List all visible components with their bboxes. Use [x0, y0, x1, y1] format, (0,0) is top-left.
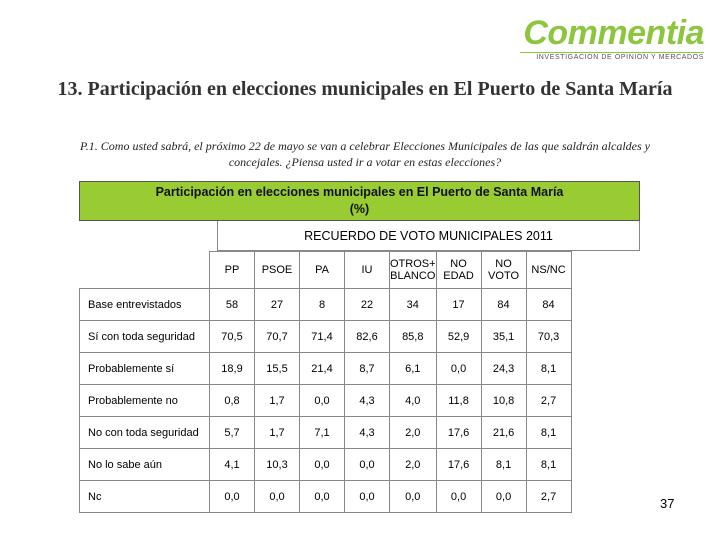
table-cell: 27	[254, 288, 300, 321]
table-row: Sí con toda seguridad 70,5 70,7 71,4 82,6 85,…	[79, 320, 572, 353]
table-cell: 17,6	[435, 448, 482, 481]
table-cell: 0,0	[435, 352, 482, 385]
table-cell: 70,7	[254, 320, 300, 353]
table-cell: 8,1	[525, 448, 572, 481]
table-cell: 21,4	[299, 352, 345, 385]
table-row: Base entrevistados 58 27 8 22 34 17 84 84	[79, 288, 572, 321]
table-cell: 52,9	[435, 320, 482, 353]
table-cell: 0,0	[254, 480, 300, 513]
table-cell: 8,1	[525, 416, 572, 449]
column-header-row: PP PSOE PA IU OTROS+ BLANCO NO EDAD NO VOTO NS/…	[79, 251, 572, 289]
table-cell: 8	[299, 288, 345, 321]
table-cell: 8,1	[525, 352, 572, 385]
table-row: No lo sabe aún 4,1 10,3 0,0 0,0 2,0 17,6 8,1 8,1	[79, 448, 572, 481]
column-header: PSOE	[254, 251, 300, 289]
table-row: Probablemente sí 18,9 15,5 21,4 8,7 6,1 0,0 24,…	[79, 352, 572, 385]
column-header: NO VOTO	[480, 251, 527, 289]
table-cell: 0,0	[389, 480, 437, 513]
table-cell: 2,7	[525, 480, 572, 513]
table-cell: 2,7	[525, 384, 572, 417]
question-text: P.1. Como usted sabrá, el próximo 22 de …	[79, 139, 650, 169]
table-cell: 22	[344, 288, 390, 321]
table-cell: 8,7	[344, 352, 390, 385]
logo-tagline: INVESTIGACIÓN DE OPINIÓN Y MERCADOS	[520, 52, 704, 61]
table-cell: 0,0	[344, 480, 390, 513]
table-cell: 10,8	[480, 384, 527, 417]
table-cell: 0,0	[299, 448, 345, 481]
table-row: No con toda seguridad 5,7 1,7 7,1 4,3 2,0 17,6…	[79, 416, 572, 449]
table-cell: 24,3	[480, 352, 527, 385]
column-header: OTROS+ BLANCO	[389, 251, 437, 289]
row-label: No con toda seguridad	[79, 416, 210, 449]
table-cell: 0,0	[299, 384, 345, 417]
table-cell: 11,8	[435, 384, 482, 417]
table-cell: 84	[480, 288, 527, 321]
table-cell: 15,5	[254, 352, 300, 385]
table-cell: 85,8	[389, 320, 437, 353]
table-cell: 0,0	[344, 448, 390, 481]
table-cell: 0,8	[209, 384, 255, 417]
row-label: No lo sabe aún	[79, 448, 210, 481]
row-label: Nc	[79, 480, 210, 513]
table-cell: 2,0	[389, 448, 437, 481]
table-cell: 58	[209, 288, 255, 321]
page-number: 37	[660, 496, 675, 511]
table-row: Nc 0,0 0,0 0,0 0,0 0,0 0,0 0,0 2,7	[79, 480, 572, 513]
commentia-logo: Commentia INVESTIGACIÓN DE OPINIÓN Y MER…	[520, 14, 705, 66]
table-cell: 0,0	[435, 480, 482, 513]
table-cell: 71,4	[299, 320, 345, 353]
page-title: 13. Participación en elecciones municipa…	[57, 78, 673, 100]
table-cell: 1,7	[254, 416, 300, 449]
table-cell: 8,1	[480, 448, 527, 481]
table-title-line2: (%)	[349, 202, 370, 216]
table-cell: 5,7	[209, 416, 255, 449]
table-cell: 34	[389, 288, 437, 321]
table-title-line1: Participación en elecciones municipales …	[155, 185, 564, 199]
table-row: Probablemente no 0,8 1,7 0,0 4,3 4,0 11,8 10,8 2…	[79, 384, 572, 417]
table-cell: 17,6	[435, 416, 482, 449]
table-cell: 6,1	[389, 352, 437, 385]
table-cell: 82,6	[344, 320, 390, 353]
column-header: NO EDAD	[435, 251, 482, 289]
table-cell: 7,1	[299, 416, 345, 449]
table-cell: 18,9	[209, 352, 255, 385]
row-label: Base entrevistados	[79, 288, 210, 321]
table-cell: 35,1	[480, 320, 527, 353]
row-label: Sí con toda seguridad	[79, 320, 210, 353]
table-cell: 4,0	[389, 384, 437, 417]
table-cell: 84	[525, 288, 572, 321]
table-cell: 0,0	[299, 480, 345, 513]
table-cell: 4,3	[344, 416, 390, 449]
results-table: PP PSOE PA IU OTROS+ BLANCO NO EDAD NO VOTO NS/…	[79, 251, 572, 513]
table-title: Participación en elecciones municipales …	[79, 181, 640, 221]
table-cell: 17	[435, 288, 482, 321]
table-cell: 4,3	[344, 384, 390, 417]
table-cell: 10,3	[254, 448, 300, 481]
table-cell: 1,7	[254, 384, 300, 417]
table-cell: 2,0	[389, 416, 437, 449]
column-header: PA	[299, 251, 345, 289]
column-header: PP	[209, 251, 255, 289]
column-header: IU	[344, 251, 390, 289]
header-blank-cell	[79, 251, 210, 289]
table-cell: 0,0	[209, 480, 255, 513]
table-cell: 21,6	[480, 416, 527, 449]
logo-wordmark: Commentia	[523, 14, 704, 52]
table-cell: 70,5	[209, 320, 255, 353]
group-header: RECUERDO DE VOTO MUNICIPALES 2011	[217, 221, 640, 251]
table-cell: 70,3	[525, 320, 572, 353]
column-header: NS/NC	[525, 251, 572, 289]
row-label: Probablemente sí	[79, 352, 210, 385]
table-cell: 0,0	[480, 480, 527, 513]
row-label: Probablemente no	[79, 384, 210, 417]
table-cell: 4,1	[209, 448, 255, 481]
